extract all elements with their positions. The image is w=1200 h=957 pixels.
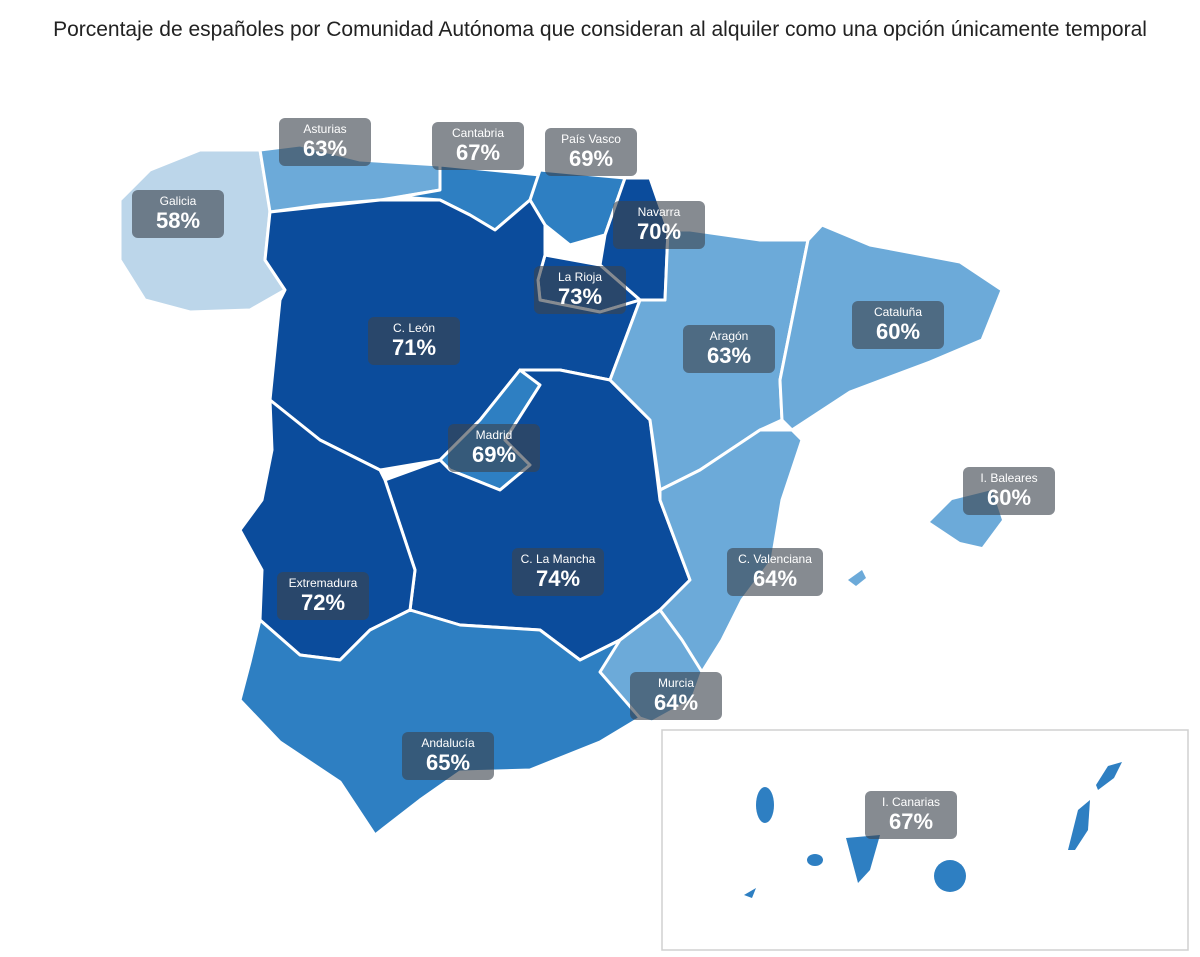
label-canarias: I. Canarias 67% (865, 791, 957, 839)
island-la-palma (756, 787, 774, 823)
region-value: 60% (986, 485, 1032, 510)
label-aragon: Aragón 63% (683, 325, 775, 373)
region-name: La Rioja (557, 270, 603, 284)
region-value: 65% (425, 750, 471, 775)
region-name: Andalucía (421, 736, 475, 750)
label-comunidad-valenciana: C. Valenciana 64% (727, 548, 823, 596)
label-galicia: Galicia 58% (132, 190, 224, 238)
region-name: I. Canarias (881, 795, 941, 809)
region-value: 67% (455, 140, 501, 165)
region-value: 69% (471, 442, 517, 467)
region-value: 70% (636, 219, 682, 244)
region-andalucia (238, 608, 642, 837)
region-baleares-ibiza (848, 570, 866, 586)
region-name: Aragón (709, 329, 749, 343)
region-name: I. Baleares (980, 471, 1038, 485)
label-asturias: Asturias 63% (279, 118, 371, 166)
region-name: C. La Mancha (520, 552, 596, 566)
region-name: Madrid (475, 428, 513, 442)
label-castilla-la-mancha: C. La Mancha 74% (512, 548, 604, 596)
region-name: Asturias (303, 122, 347, 136)
region-name: Extremadura (288, 576, 358, 590)
label-cantabria: Cantabria 67% (432, 122, 524, 170)
label-madrid: Madrid 69% (448, 424, 540, 472)
region-name: País Vasco (561, 132, 621, 146)
label-castilla-leon: C. León 71% (368, 317, 460, 365)
region-value: 69% (568, 146, 614, 171)
label-baleares: I. Baleares 60% (963, 467, 1055, 515)
canarias-inset-frame (661, 729, 1189, 951)
region-name: C. León (392, 321, 436, 335)
island-la-gomera (807, 854, 823, 866)
label-murcia: Murcia 64% (630, 672, 722, 720)
region-value: 72% (300, 590, 346, 615)
region-value: 73% (557, 284, 603, 309)
island-gran-canaria (934, 860, 966, 892)
label-la-rioja: La Rioja 73% (534, 266, 626, 314)
island-tenerife (846, 835, 880, 883)
region-name: Galicia (159, 194, 197, 208)
region-value: 60% (875, 319, 921, 344)
region-canarias (744, 762, 1122, 898)
label-extremadura: Extremadura 72% (277, 572, 369, 620)
region-name: Murcia (657, 676, 694, 690)
region-value: 64% (653, 690, 699, 715)
region-value: 71% (391, 335, 437, 360)
region-name: Cataluña (873, 305, 923, 319)
label-navarra: Navarra 70% (613, 201, 705, 249)
region-name: Navarra (637, 205, 681, 219)
island-lanzarote (1096, 762, 1122, 790)
region-value: 58% (155, 208, 201, 233)
region-value: 63% (302, 136, 348, 161)
region-value: 67% (888, 809, 934, 834)
label-cataluna: Cataluña 60% (852, 301, 944, 349)
map-title: Porcentaje de españoles por Comunidad Au… (53, 18, 1147, 41)
region-name: C. Valenciana (738, 552, 812, 566)
region-value: 63% (706, 343, 752, 368)
island-fuerteventura (1068, 800, 1090, 850)
region-name: Cantabria (451, 126, 505, 140)
label-pais-vasco: País Vasco 69% (545, 128, 637, 176)
island-el-hierro (744, 888, 756, 898)
region-value: 74% (535, 566, 581, 591)
label-andalucia: Andalucía 65% (402, 732, 494, 780)
region-value: 64% (752, 566, 798, 591)
